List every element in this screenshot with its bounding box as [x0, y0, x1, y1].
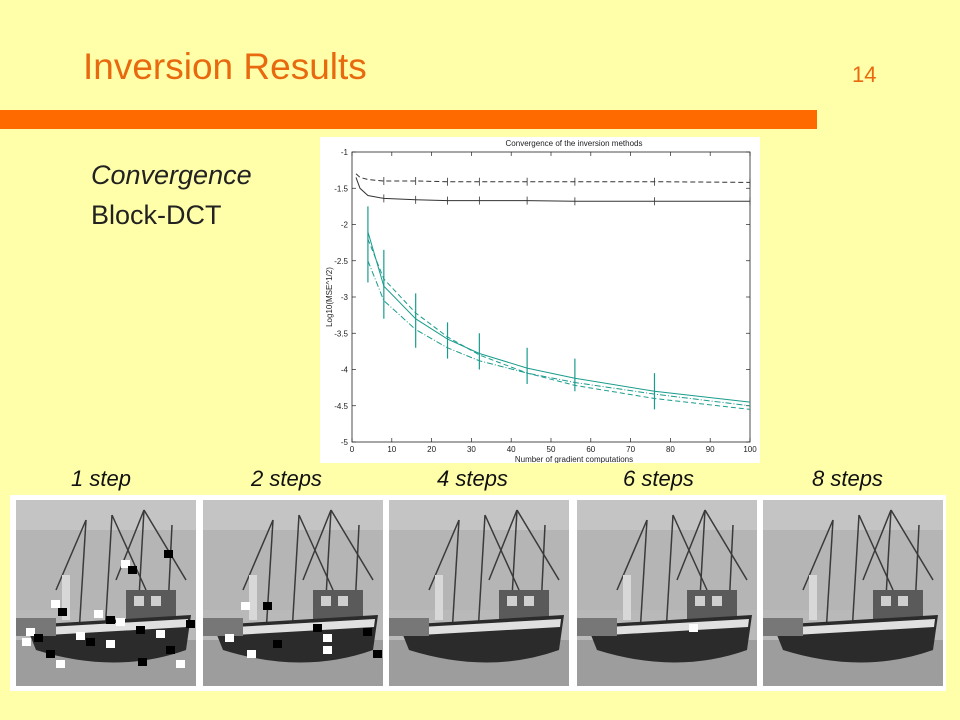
dct-block-artifact	[313, 624, 322, 632]
series-line-1	[355, 173, 751, 183]
x-tick-label: 100	[743, 445, 757, 454]
page-number: 14	[852, 62, 877, 87]
dct-block-artifact	[51, 600, 60, 608]
slide-title: Inversion Results	[83, 46, 367, 87]
y-tick-label: -4.5	[334, 402, 348, 411]
dct-block-artifact	[689, 624, 698, 632]
x-tick-label: 80	[666, 445, 675, 454]
boat-image-6-steps	[577, 500, 757, 686]
boat-scene	[389, 500, 569, 686]
chart-title: Convergence of the inversion methods	[506, 139, 643, 148]
dct-block-artifact	[166, 646, 175, 654]
boat-image-2-steps	[203, 500, 383, 686]
x-tick-label: 30	[467, 445, 476, 454]
y-tick-label: -3.5	[334, 329, 348, 338]
boat-scene	[763, 500, 943, 686]
dct-block-artifact	[106, 616, 115, 624]
dct-block-artifact	[76, 632, 85, 640]
boat-scene	[577, 500, 757, 686]
chart-xlabel: Number of gradient computations	[515, 455, 633, 463]
x-tick-label: 20	[427, 445, 436, 454]
boat-image-1-step	[16, 500, 196, 686]
dct-block-artifact	[156, 630, 165, 638]
x-tick-label: 50	[547, 445, 556, 454]
y-tick-label: -2	[341, 221, 349, 230]
chart-svg: Convergence of the inversion methods Num…	[325, 139, 757, 463]
title-underline-bar	[0, 110, 817, 129]
series-line-5	[367, 260, 751, 407]
dct-block-artifact	[247, 650, 256, 658]
dct-block-artifact	[323, 646, 332, 654]
series-line-3	[367, 231, 751, 403]
dct-block-artifact	[116, 618, 125, 626]
dct-block-artifact	[164, 550, 173, 558]
dct-block-artifact	[86, 638, 95, 646]
y-tick-label: -3	[341, 293, 349, 302]
convergence-chart: Convergence of the inversion methods Num…	[320, 137, 760, 463]
dct-block-artifact	[176, 660, 185, 668]
dct-block-artifact	[186, 620, 195, 628]
caption-4: 6 steps	[623, 466, 694, 491]
chart-series-group	[355, 173, 751, 410]
caption-3: 4 steps	[437, 466, 508, 491]
subtitle-convergence: Convergence	[91, 160, 252, 190]
boat-scene	[203, 500, 383, 686]
y-tick-label: -4	[341, 366, 349, 375]
dct-block-artifact	[128, 566, 137, 574]
boat-image-8-steps	[763, 500, 943, 686]
dct-block-artifact	[273, 640, 282, 648]
dct-block-artifact	[121, 560, 130, 568]
chart-ylabel: Log10(MSE^1/2)	[325, 267, 334, 327]
x-tick-label: 40	[507, 445, 516, 454]
dct-block-artifact	[138, 658, 147, 666]
boat-image-4-steps	[389, 500, 569, 686]
caption-1: 1 step	[71, 466, 131, 491]
y-tick-label: -1	[341, 148, 349, 157]
dct-block-artifact	[56, 660, 65, 668]
chart-error-bars	[367, 206, 656, 410]
dct-block-artifact	[323, 634, 332, 642]
caption-2: 2 steps	[251, 466, 322, 491]
y-tick-label: -5	[341, 438, 349, 447]
x-tick-label: 10	[387, 445, 396, 454]
y-tick-label: -1.5	[334, 184, 348, 193]
series-line-4	[367, 238, 751, 410]
dct-block-artifact	[263, 602, 272, 610]
dct-block-artifact	[363, 628, 372, 636]
dct-block-artifact	[225, 634, 234, 642]
x-tick-label: 90	[706, 445, 715, 454]
dct-block-artifact	[94, 610, 103, 618]
dct-block-artifact	[22, 638, 31, 646]
x-tick-label: 0	[350, 445, 355, 454]
dct-block-artifact	[34, 634, 43, 642]
dct-block-artifact	[106, 640, 115, 648]
dct-block-artifact	[58, 608, 67, 616]
dct-block-artifact	[26, 628, 35, 636]
caption-5: 8 steps	[812, 466, 883, 491]
subtitle-block-dct: Block-DCT	[91, 200, 222, 230]
dct-block-artifact	[373, 650, 382, 658]
dct-block-artifact	[136, 626, 145, 634]
x-tick-label: 60	[586, 445, 595, 454]
x-tick-label: 70	[626, 445, 635, 454]
reconstruction-image-strip	[10, 495, 946, 691]
dct-block-artifact	[241, 602, 250, 610]
boat-scene	[16, 500, 196, 686]
chart-axes: 0 10 20 30 40 50 60 70 80 90 100 -1 -1.5 -2 -2.5 -3 -3.5…	[334, 148, 757, 454]
dct-block-artifact	[46, 650, 55, 658]
y-tick-label: -2.5	[334, 257, 348, 266]
